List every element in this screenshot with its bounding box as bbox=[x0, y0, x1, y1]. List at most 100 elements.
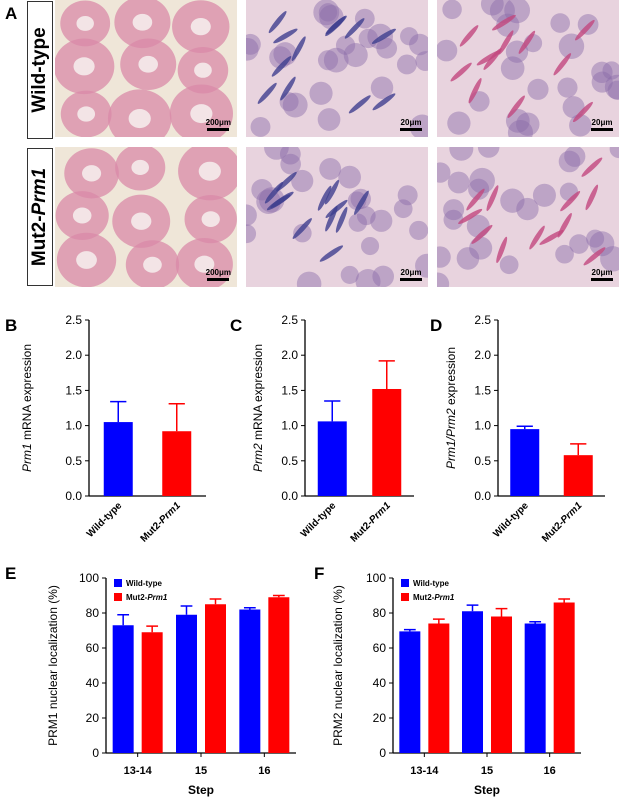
scale-bar-line bbox=[400, 278, 422, 281]
scale-bar: 20μm bbox=[591, 118, 613, 131]
chart-f-y-tick-label: 0 bbox=[379, 746, 386, 760]
chart-e-y-tick-label: 40 bbox=[86, 676, 100, 690]
chart-b-y-tick-label: 1.0 bbox=[65, 419, 82, 433]
chart-d-y-tick-label: 2.0 bbox=[474, 348, 491, 362]
chart-e-legend-swatch bbox=[114, 579, 122, 587]
chart-c-y-tick-label: 1.5 bbox=[281, 383, 298, 397]
scale-bar: 20μm bbox=[400, 268, 422, 281]
chart-f-y-tick-label: 20 bbox=[373, 711, 387, 725]
chart-f-legend-swatch bbox=[401, 579, 409, 587]
row-label-mut2-prm1: Mut2-Prm1 bbox=[27, 148, 53, 286]
chart-e-bar-1-1 bbox=[205, 604, 226, 753]
chart-f-legend-label: Wild-type bbox=[413, 579, 449, 588]
chart-f-y-tick-label: 40 bbox=[373, 676, 387, 690]
scale-bar-label: 20μm bbox=[400, 118, 422, 127]
chart-e-y-tick-label: 0 bbox=[92, 746, 99, 760]
chart-d-y-tick-label: 1.5 bbox=[474, 383, 491, 397]
panel-label-f: F bbox=[314, 564, 325, 583]
chart-f-bar-1-1 bbox=[491, 616, 512, 753]
chart-e-legend-label: Mut2-Prm1 bbox=[126, 593, 168, 602]
chart-c-bar-1 bbox=[372, 388, 402, 496]
chart-f-bar-1-0 bbox=[462, 611, 483, 753]
chart-c-y-tick-label: 2.5 bbox=[281, 313, 298, 327]
chart-e-y-tick-label: 20 bbox=[86, 711, 100, 725]
panel-label-d: D bbox=[430, 316, 443, 335]
chart-b-y-tick-label: 2.0 bbox=[65, 348, 82, 362]
chart-e-y-tick-label: 100 bbox=[79, 571, 99, 585]
chart-d-y-tick-label: 0.0 bbox=[474, 489, 491, 503]
chart-f-x-axis-label: Step bbox=[474, 783, 500, 797]
chart-e-x-tick-label: 16 bbox=[258, 765, 270, 777]
chart-f-bar-0-0 bbox=[399, 631, 421, 753]
chart-f-bar-2-0 bbox=[524, 623, 546, 753]
chart-b-y-tick-label: 1.5 bbox=[65, 383, 82, 397]
panel-label-a: A bbox=[5, 4, 18, 23]
chart-d-bar-1 bbox=[563, 455, 593, 496]
chart-e-y-tick-label: 80 bbox=[86, 606, 100, 620]
chart-e-y-axis-label: PRM1 nuclear localization (%) bbox=[46, 585, 60, 746]
chart-c-y-tick-label: 2.0 bbox=[281, 348, 298, 362]
chart-c-y-tick-label: 1.0 bbox=[281, 419, 298, 433]
chart-b-y-axis-label: Prm1 mRNA expression bbox=[20, 344, 34, 472]
scale-bar-label: 20μm bbox=[591, 268, 613, 277]
chart-d-x-tick-label: Mut2-Prm1 bbox=[540, 500, 585, 545]
chart-e-bar-1-0 bbox=[176, 614, 197, 753]
panel-label-c: C bbox=[230, 316, 243, 335]
scale-bar: 200μm bbox=[206, 268, 231, 281]
chart-f-x-tick-label: 15 bbox=[481, 765, 493, 777]
chart-e-legend-label: Wild-type bbox=[126, 579, 162, 588]
chart-d-y-tick-label: 1.0 bbox=[474, 419, 491, 433]
chart-c-y-tick-label: 0.0 bbox=[281, 489, 298, 503]
scale-bar: 20μm bbox=[591, 268, 613, 281]
chart-f-x-tick-label: 16 bbox=[544, 765, 556, 777]
chart-b-x-tick-label: Mut2-Prm1 bbox=[139, 500, 184, 545]
chart-e-x-axis-label: Step bbox=[188, 783, 214, 797]
scale-bar-line bbox=[591, 128, 613, 131]
chart-f-legend-label: Mut2-Prm1 bbox=[413, 593, 455, 602]
chart-e-bar-2-0 bbox=[239, 609, 261, 753]
chart-f-bar-2-1 bbox=[553, 602, 575, 753]
chart-e-bar-2-1 bbox=[268, 597, 290, 753]
scale-bar: 200μm bbox=[206, 118, 231, 131]
chart-b-bar-1 bbox=[162, 431, 192, 496]
chart-f-x-tick-label: 13-14 bbox=[410, 765, 439, 777]
chart-b-x-tick-label: Wild-type bbox=[85, 500, 125, 540]
scale-bar-line bbox=[591, 278, 613, 281]
micrograph-wild-type-3: 20μm bbox=[437, 0, 619, 137]
chart-d-y-axis-label: Prm1/Prm2 expression bbox=[444, 347, 458, 469]
chart-b-y-tick-label: 2.5 bbox=[65, 313, 82, 327]
chart-e-x-tick-label: 13-14 bbox=[124, 765, 153, 777]
chart-f-y-axis-label: PRM2 nuclear localization (%) bbox=[331, 585, 345, 746]
chart-e-x-tick-label: 15 bbox=[195, 765, 207, 777]
scale-bar-label: 200μm bbox=[205, 118, 231, 127]
chart-f-legend-swatch bbox=[401, 593, 409, 601]
chart-b-y-tick-label: 0.0 bbox=[65, 489, 82, 503]
scale-bar-label: 20μm bbox=[400, 268, 422, 277]
micrograph-mut2-prm1-2: 20μm bbox=[246, 147, 428, 287]
micrograph-mut2-prm1-3: 20μm bbox=[437, 147, 619, 287]
panel-label-b: B bbox=[5, 316, 18, 335]
micrograph-wild-type-1: 200μm bbox=[55, 0, 237, 137]
chart-c-x-tick-label: Mut2-Prm1 bbox=[349, 500, 394, 545]
chart-d-y-tick-label: 0.5 bbox=[474, 454, 491, 468]
chart-d-x-tick-label: Wild-type bbox=[491, 500, 531, 540]
scale-bar-line bbox=[400, 128, 422, 131]
scale-bar-label: 20μm bbox=[591, 118, 613, 127]
chart-c-y-axis-label: Prm2 mRNA expression bbox=[251, 344, 265, 472]
chart-f-bar-0-1 bbox=[428, 623, 450, 753]
chart-e-bar-0-1 bbox=[141, 632, 163, 753]
chart-f-y-tick-label: 60 bbox=[373, 641, 387, 655]
scale-bar-line bbox=[207, 128, 230, 131]
panel-label-e: E bbox=[5, 564, 17, 583]
chart-b-bar-0 bbox=[103, 422, 133, 496]
chart-f-y-tick-label: 80 bbox=[373, 606, 387, 620]
micrograph-mut2-prm1-1: 200μm bbox=[55, 147, 237, 287]
chart-c-x-tick-label: Wild-type bbox=[299, 500, 339, 540]
row-label-wild-type: Wild-type bbox=[27, 1, 53, 139]
scale-bar-label: 200μm bbox=[205, 268, 231, 277]
micrograph-wild-type-2: 20μm bbox=[246, 0, 428, 137]
chart-e-bar-0-0 bbox=[112, 625, 134, 753]
chart-c-y-tick-label: 0.5 bbox=[281, 454, 298, 468]
chart-d-bar-0 bbox=[510, 429, 540, 496]
chart-b-y-tick-label: 0.5 bbox=[65, 454, 82, 468]
